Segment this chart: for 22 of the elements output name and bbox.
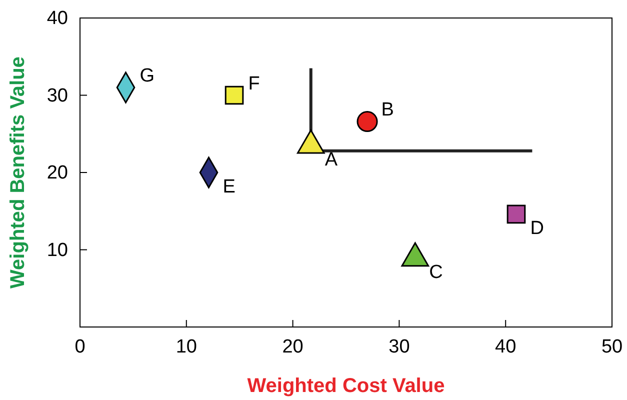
point (506, 204, 526, 224)
series-label: B (381, 100, 394, 121)
series-label: D (530, 218, 544, 240)
series-label: E (222, 176, 236, 198)
x-tick-label: 10 (176, 336, 197, 358)
y-tick-label: 40 (46, 8, 68, 30)
x-axis-title: Weighted Cost Value (247, 375, 445, 397)
series-label: C (429, 262, 443, 284)
x-tick-label: 40 (495, 336, 516, 358)
series-label: G (140, 66, 155, 87)
series-label: F (248, 73, 260, 94)
point (356, 111, 378, 132)
y-tick-label: 30 (46, 85, 68, 106)
x-tick-label: 50 (601, 336, 623, 358)
y-tick-label: 10 (46, 240, 68, 261)
point (224, 86, 244, 105)
series-label: A (324, 149, 338, 170)
y-axis-title: Weighted Benefits Value (7, 56, 29, 288)
x-tick-label: 30 (388, 336, 410, 358)
x-tick-label: 0 (74, 336, 86, 358)
x-tick-label: 20 (282, 336, 304, 358)
y-tick-label: 20 (46, 162, 68, 184)
